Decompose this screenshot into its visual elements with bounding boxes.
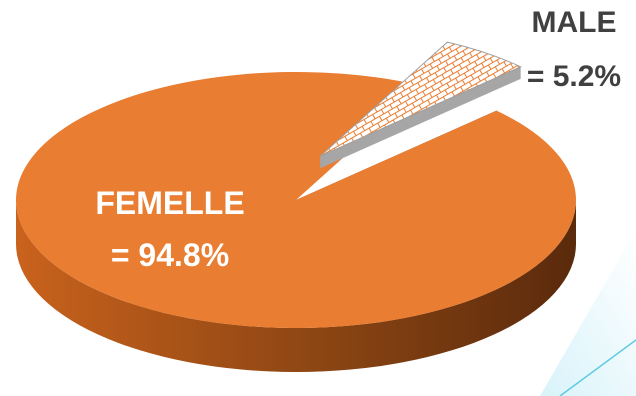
femelle-slice-side (16, 200, 576, 372)
background-accent-shape (540, 230, 636, 396)
femelle-slice (16, 71, 577, 329)
male-label: MALE (532, 6, 617, 39)
femelle-label: FEMELLE (95, 185, 244, 221)
femelle-value-label: = 94.8% (111, 237, 229, 273)
male-value-label: = 5.2% (527, 60, 621, 93)
male-slice-side (320, 66, 521, 169)
male-slice (319, 41, 522, 157)
background-accent-line (559, 339, 636, 396)
